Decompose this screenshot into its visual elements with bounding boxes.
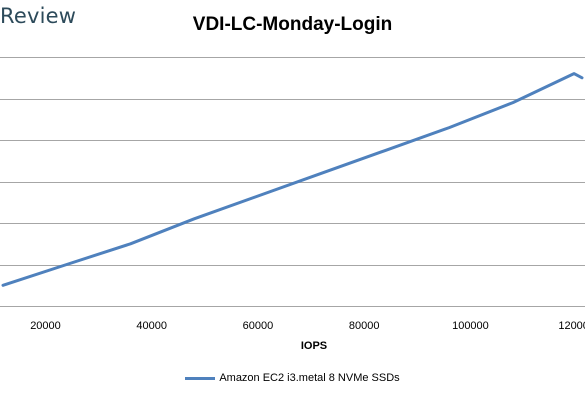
legend: Amazon EC2 i3.metal 8 NVMe SSDs <box>0 372 585 384</box>
x-tick-label: 60000 <box>243 320 274 332</box>
series-line-ec2-i3-metal <box>1 72 584 287</box>
x-axis-title: IOPS <box>301 340 327 352</box>
x-tick-label: 40000 <box>136 320 167 332</box>
brand-logo-text: Review <box>0 4 77 28</box>
x-tick-labels: 20000 40000 60000 80000 100000 120000 <box>30 320 585 332</box>
legend-label: Amazon EC2 i3.metal 8 NVMe SSDs <box>219 372 400 384</box>
x-tick-label: 120000 <box>558 320 585 332</box>
chart-title: VDI-LC-Monday-Login <box>192 14 393 35</box>
x-tick-label: 80000 <box>349 320 380 332</box>
x-tick-label: 100000 <box>452 320 489 332</box>
legend-swatch <box>185 376 216 380</box>
gridlines <box>0 57 585 307</box>
x-tick-label: 20000 <box>30 320 61 332</box>
